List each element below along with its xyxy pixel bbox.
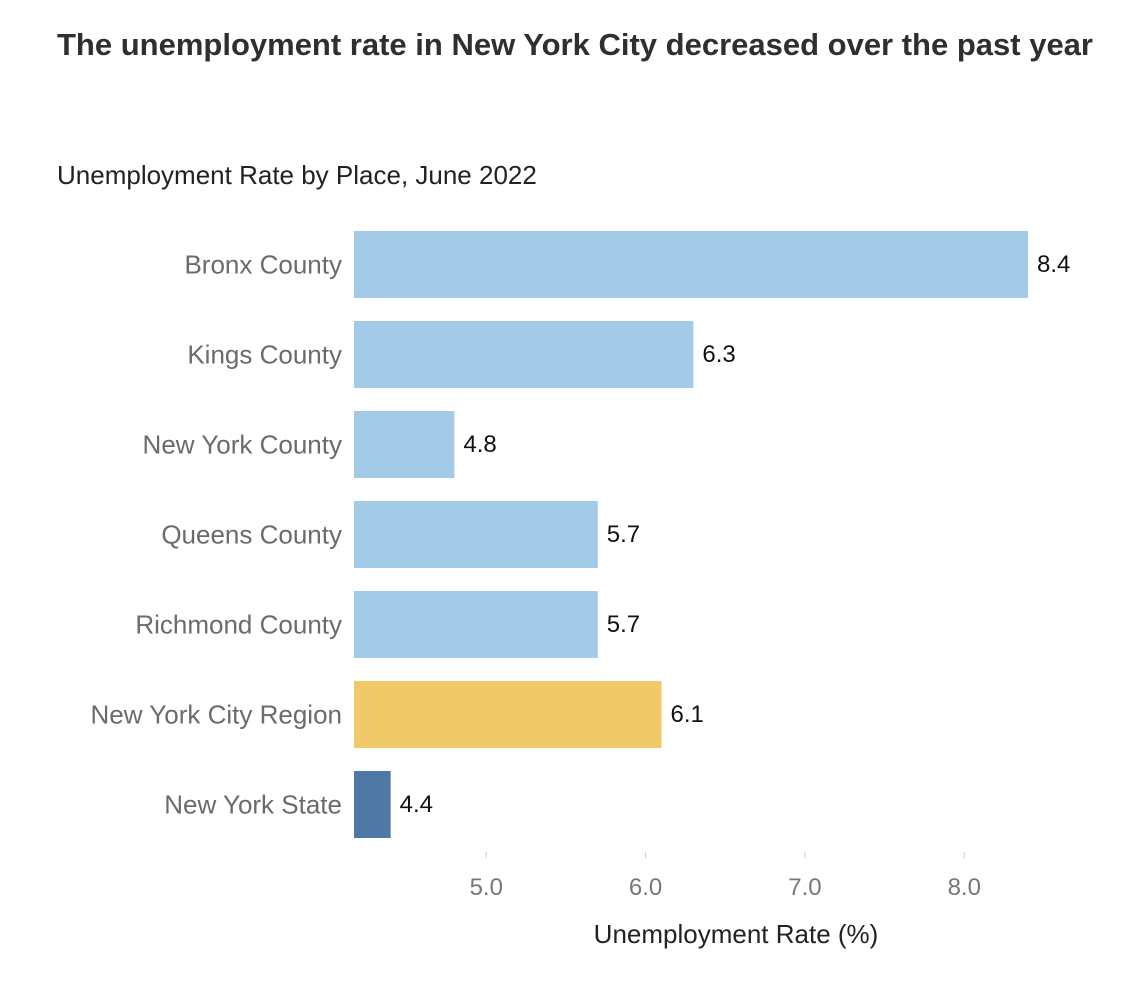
bar — [354, 771, 391, 838]
value-label: 8.4 — [1037, 251, 1070, 278]
category-label: Bronx County — [184, 250, 342, 280]
category-label: Richmond County — [135, 610, 342, 640]
x-tick-label: 8.0 — [948, 874, 981, 901]
value-label: 4.8 — [463, 431, 496, 458]
bar — [354, 501, 598, 568]
value-label: 6.1 — [671, 701, 704, 728]
value-label: 5.7 — [607, 521, 640, 548]
x-tick-label: 5.0 — [470, 874, 503, 901]
x-axis-title: Unemployment Rate (%) — [594, 919, 879, 949]
chart-subtitle: Unemployment Rate by Place, June 2022 — [57, 160, 537, 190]
bar — [354, 231, 1028, 298]
category-label: New York City Region — [91, 700, 342, 730]
value-label: 6.3 — [702, 341, 735, 368]
value-label: 4.4 — [400, 791, 433, 818]
x-tick-label: 6.0 — [629, 874, 662, 901]
x-axis-ticks: 5.0 6.0 7.0 8.0 — [470, 852, 981, 901]
category-label: Kings County — [187, 340, 342, 370]
bar — [354, 591, 598, 658]
bar — [354, 411, 455, 478]
chart-title: The unemployment rate in New York City d… — [57, 27, 1093, 62]
value-label: 5.7 — [607, 611, 640, 638]
x-tick-label: 7.0 — [788, 874, 821, 901]
bar — [354, 681, 662, 748]
bars-layer: Bronx County 8.4 Kings County 6.3 New York C… — [91, 231, 1070, 838]
category-label: New York County — [143, 430, 342, 460]
category-label: New York State — [164, 790, 342, 820]
bar — [354, 321, 694, 388]
category-label: Queens County — [161, 520, 342, 550]
